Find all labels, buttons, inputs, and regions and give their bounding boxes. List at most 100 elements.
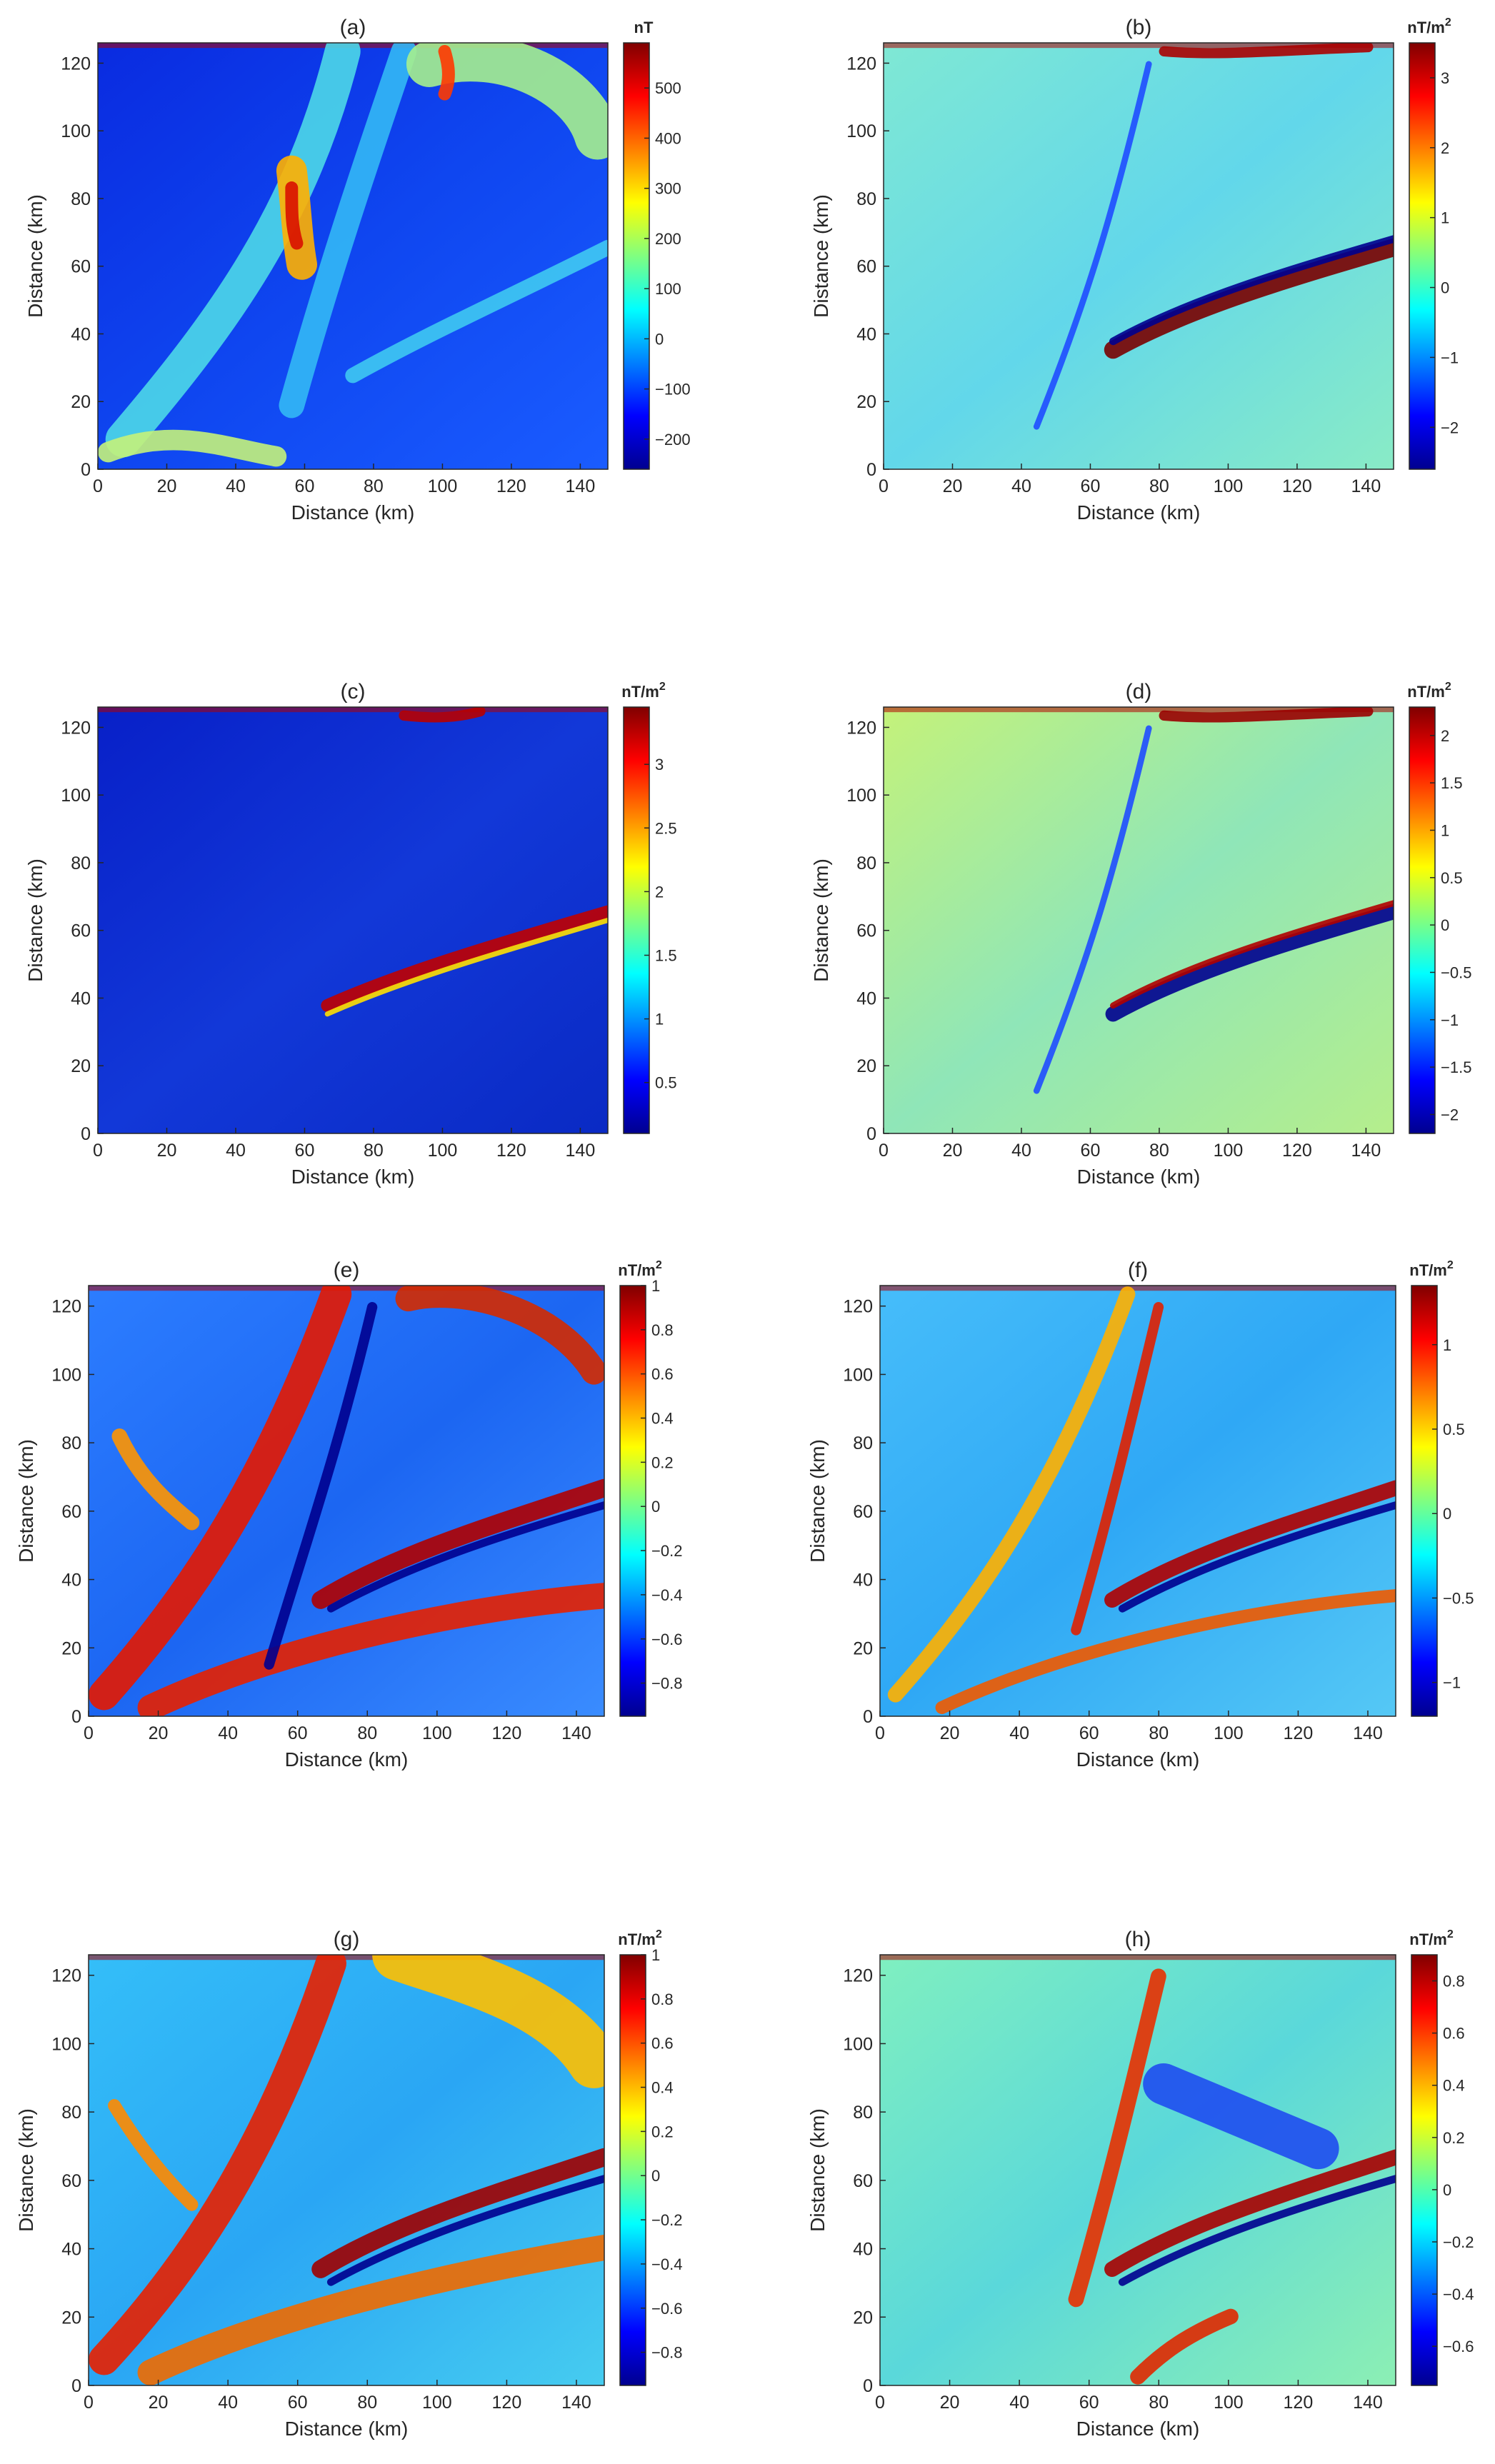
colorbar-tick-label: 1.5 xyxy=(1441,774,1463,792)
y-tick-label: 120 xyxy=(846,54,876,74)
x-tick-label: 60 xyxy=(295,476,315,496)
colorbar-unit-exponent: 2 xyxy=(656,1259,662,1271)
y-tick-label: 60 xyxy=(61,1502,81,1522)
colorbar: 0.5 1 1.5 2 2.5 3 nT/m2 xyxy=(621,681,677,1134)
panel-d: 0 20 40 60 80 100 120 140020406080100120(d)Dist… xyxy=(810,680,1471,1188)
field-feature-4 xyxy=(1130,2308,1239,2385)
colorbar-gradient xyxy=(623,42,650,470)
colorbar-gradient xyxy=(1411,1954,1438,2386)
panel-title: (g) xyxy=(334,1928,360,1951)
colorbar-tick-label: −0.2 xyxy=(651,2211,682,2229)
y-tick-label: 0 xyxy=(71,2376,81,2396)
field-feature-1 xyxy=(89,1955,346,2375)
colorbar-tick-label: 3 xyxy=(655,756,664,773)
colorbar-tick-label: 3 xyxy=(1441,69,1449,87)
y-tick-label: 80 xyxy=(853,2103,873,2123)
y-tick-label: 60 xyxy=(856,257,876,277)
y-axis-label: Distance (km) xyxy=(24,194,46,318)
panel-title: (f) xyxy=(1128,1258,1148,1282)
y-tick-label: 20 xyxy=(853,2308,873,2328)
colorbar-tick-label: 0 xyxy=(1443,2181,1451,2199)
y-tick-label: 20 xyxy=(61,2308,81,2328)
y-tick-label: 80 xyxy=(856,853,876,873)
field-feature-5 xyxy=(1071,1302,1164,1636)
x-axis-label: Distance (km) xyxy=(291,1166,415,1188)
x-tick-label: 100 xyxy=(422,1723,452,1743)
colorbar-tick-label: 1 xyxy=(1441,209,1449,227)
colorbar-unit-exponent: 2 xyxy=(1447,1928,1454,1940)
colorbar-tick-label: −100 xyxy=(655,381,691,399)
colorbar: −0.8 −0.6 −0.4 −0.2 0 0.2 0.4 0.6 0.8 1nT/m2 xyxy=(618,1259,682,1717)
x-tick-label: 120 xyxy=(496,1141,526,1161)
field-feature-6 xyxy=(98,429,287,467)
colorbar-tick-label: −0.4 xyxy=(651,2255,682,2273)
y-axis-label: Distance (km) xyxy=(15,2108,37,2232)
colorbar-gradient xyxy=(1411,1285,1438,1717)
y-tick-label: 100 xyxy=(843,2034,873,2054)
colorbar-tick-label: 0.2 xyxy=(651,1453,674,1471)
y-tick-label: 100 xyxy=(51,2034,81,2054)
x-tick-label: 40 xyxy=(1011,1141,1031,1161)
field-feature-2 xyxy=(1109,235,1394,346)
panel-title: (b) xyxy=(1126,16,1152,39)
x-tick-label: 40 xyxy=(1009,1723,1029,1743)
colorbar-tick-label: 0 xyxy=(1441,279,1449,297)
x-tick-label: 60 xyxy=(1079,1723,1099,1743)
x-tick-label: 40 xyxy=(218,2393,238,2413)
y-tick-label: 100 xyxy=(61,121,91,141)
colorbar-gradient xyxy=(1409,42,1436,470)
colorbar-tick-label: −2 xyxy=(1441,419,1459,436)
y-tick-label: 0 xyxy=(863,2376,873,2396)
y-tick-label: 0 xyxy=(81,1124,91,1144)
x-tick-label: 80 xyxy=(357,1723,377,1743)
axes-frame xyxy=(883,706,1394,1134)
x-tick-label: 20 xyxy=(157,476,177,496)
colorbar-tick-label: 0 xyxy=(1443,1505,1451,1523)
x-tick-label: 40 xyxy=(226,476,246,496)
field-feature-4 xyxy=(326,2175,604,2286)
axes-frame xyxy=(88,1954,605,2386)
field-feature-5 xyxy=(372,1955,604,2088)
y-tick-label: 20 xyxy=(71,1056,91,1076)
y-axis-label: Distance (km) xyxy=(806,1439,829,1563)
panel-b: 0 20 40 60 80 100 120 140020406080100120(b)Dist… xyxy=(810,16,1459,524)
x-tick-label: 60 xyxy=(295,1141,315,1161)
colorbar: −200 −100 0 100 200 300 400 500 nT xyxy=(623,19,691,470)
colorbar-tick-label: 0.8 xyxy=(651,1321,674,1339)
y-tick-label: 120 xyxy=(843,1966,873,1986)
colorbar-tick-label: 0.5 xyxy=(1443,1421,1465,1438)
colorbar-tick-label: −1 xyxy=(1441,349,1459,366)
x-tick-label: 120 xyxy=(1282,476,1312,496)
colorbar-tick-label: 1.5 xyxy=(655,947,677,965)
colorbar-unit: nT/m2 xyxy=(1407,681,1451,701)
y-tick-label: 80 xyxy=(61,2103,81,2123)
y-tick-label: 0 xyxy=(863,1707,873,1727)
field-feature-4 xyxy=(1118,1501,1396,1613)
y-tick-label: 60 xyxy=(853,1502,873,1522)
x-tick-label: 80 xyxy=(1149,1141,1169,1161)
field-feature-1 xyxy=(1105,903,1394,1022)
x-tick-label: 40 xyxy=(1009,2393,1029,2413)
x-tick-label: 140 xyxy=(1353,1723,1383,1743)
colorbar-tick-label: 0.4 xyxy=(651,1410,674,1428)
x-axis-label: Distance (km) xyxy=(291,501,415,524)
field-feature-2 xyxy=(137,1583,604,1716)
x-tick-label: 0 xyxy=(93,1141,103,1161)
panel-a: 0 20 40 60 80 100 120 140 0 20 40 60 80 100 120 (a) Dist… xyxy=(24,16,691,524)
y-tick-label: 0 xyxy=(81,460,91,480)
x-tick-label: 60 xyxy=(288,2393,308,2413)
y-tick-label: 40 xyxy=(856,988,876,1008)
x-axis-label: Distance (km) xyxy=(285,1748,409,1771)
colorbar-tick-label: 0 xyxy=(651,1498,660,1516)
y-tick-label: 120 xyxy=(51,1297,81,1317)
field-feature-2 xyxy=(279,43,417,419)
x-tick-label: 100 xyxy=(422,2393,452,2413)
colorbar-tick-label: −0.5 xyxy=(1441,963,1471,981)
heatmap-field xyxy=(98,707,608,1133)
colorbar-tick-label: −1.5 xyxy=(1441,1058,1471,1076)
y-tick-label: 60 xyxy=(71,257,91,277)
x-tick-label: 0 xyxy=(93,476,103,496)
x-tick-label: 100 xyxy=(428,1141,458,1161)
axes-frame xyxy=(879,1285,1396,1717)
x-tick-label: 120 xyxy=(1282,1141,1312,1161)
